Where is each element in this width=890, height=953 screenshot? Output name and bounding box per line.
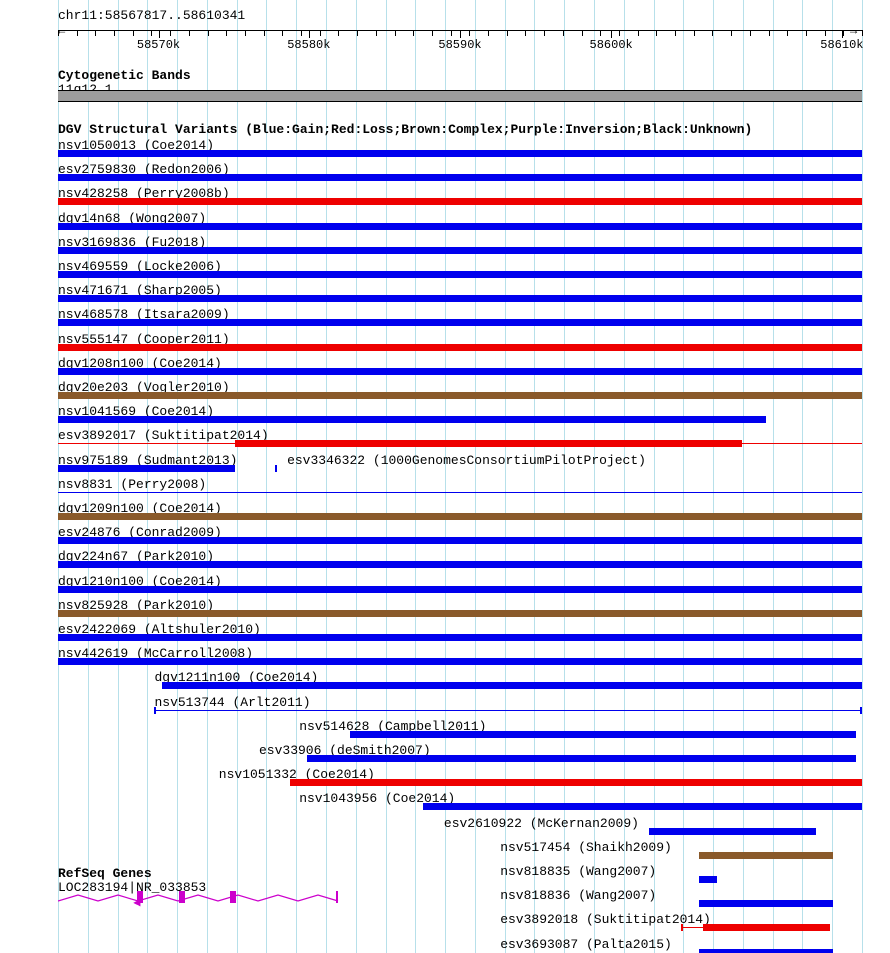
variant-bar[interactable] [703, 924, 830, 931]
variant-bar[interactable] [58, 198, 862, 205]
grid-line [237, 0, 238, 953]
variant-bar[interactable] [699, 876, 717, 883]
ruler-axis-line [58, 30, 862, 44]
variant-extra-tick[interactable] [275, 465, 277, 472]
grid-line [386, 0, 387, 953]
variant-row-label[interactable]: nsv8831 (Perry2008) [58, 477, 206, 492]
grid-line [296, 0, 297, 953]
variant-bar[interactable] [423, 803, 862, 810]
variant-bar[interactable] [58, 610, 862, 617]
variant-end-tick[interactable] [828, 924, 830, 931]
gene-exon-block[interactable] [230, 891, 236, 903]
gene-end-tick[interactable] [336, 891, 338, 903]
variant-bar[interactable] [58, 223, 862, 230]
grid-line [356, 0, 357, 953]
variant-bar[interactable] [58, 295, 862, 302]
variant-bar[interactable] [58, 586, 862, 593]
gene-exon-block[interactable] [137, 891, 143, 903]
ruler-minor-tick [862, 30, 863, 36]
cytogenetic-bands-title: Cytogenetic Bands [58, 68, 191, 83]
variant-row-label[interactable]: esv3693087 (Palta2015) [500, 937, 672, 952]
variant-bar[interactable] [350, 731, 857, 738]
variant-bar[interactable] [58, 392, 862, 399]
variant-start-tick[interactable] [681, 924, 683, 931]
variant-row-label[interactable]: nsv818835 (Wang2007) [500, 864, 656, 879]
variant-bar[interactable] [58, 537, 862, 544]
grid-line [326, 0, 327, 953]
genome-browser-view: chr11:58567817..58610341 ← → 58570k 58580… [0, 0, 890, 953]
grid-line [415, 0, 416, 953]
variant-thinline[interactable] [681, 927, 703, 928]
dgv-section-title: DGV Structural Variants (Blue:Gain;Red:L… [58, 122, 752, 137]
variant-end-tick[interactable] [740, 440, 742, 447]
locus-header: chr11:58567817..58610341 [58, 8, 245, 23]
variant-row-label[interactable]: nsv513744 (Arlt2011) [154, 695, 310, 710]
variant-bar[interactable] [58, 465, 235, 472]
grid-line [862, 0, 863, 953]
variant-bar[interactable] [58, 174, 862, 181]
refseq-genes-title: RefSeq Genes [58, 866, 152, 881]
variant-range-tick[interactable] [154, 707, 156, 714]
variant-bar[interactable] [58, 513, 862, 520]
variant-row-label[interactable]: esv2610922 (McKernan2009) [444, 816, 639, 831]
variant-bar[interactable] [290, 779, 862, 786]
variant-range-tick[interactable] [860, 707, 862, 714]
variant-bar[interactable] [699, 949, 833, 953]
variant-bar[interactable] [58, 319, 862, 326]
variant-bar[interactable] [307, 755, 856, 762]
variant-row-label[interactable]: nsv818836 (Wang2007) [500, 888, 656, 903]
gene-exon-block[interactable] [179, 891, 185, 903]
variant-bar[interactable] [699, 900, 833, 907]
variant-bar[interactable] [58, 150, 862, 157]
variant-bar[interactable] [58, 247, 862, 254]
variant-row-extra-label[interactable]: esv3346322 (1000GenomesConsortiumPilotPr… [287, 453, 646, 468]
variant-thinline[interactable] [58, 492, 862, 493]
variant-bar[interactable] [58, 634, 862, 641]
variant-bar[interactable] [235, 440, 742, 447]
variant-bar[interactable] [58, 561, 862, 568]
variant-bar[interactable] [58, 658, 862, 665]
grid-line [266, 0, 267, 953]
variant-bar[interactable] [58, 368, 862, 375]
variant-bar[interactable] [699, 852, 833, 859]
variant-row-label[interactable]: esv3892018 (Suktitipat2014) [500, 912, 711, 927]
variant-bar[interactable] [58, 416, 766, 423]
variant-bar[interactable] [162, 682, 862, 689]
variant-row-label[interactable]: nsv517454 (Shaikh2009) [500, 840, 672, 855]
variant-bar[interactable] [58, 344, 862, 351]
variant-bar[interactable] [649, 828, 816, 835]
variant-bar[interactable] [58, 271, 862, 278]
variant-rangeline[interactable] [154, 710, 862, 711]
cytogenetic-band-bar[interactable] [58, 90, 862, 102]
